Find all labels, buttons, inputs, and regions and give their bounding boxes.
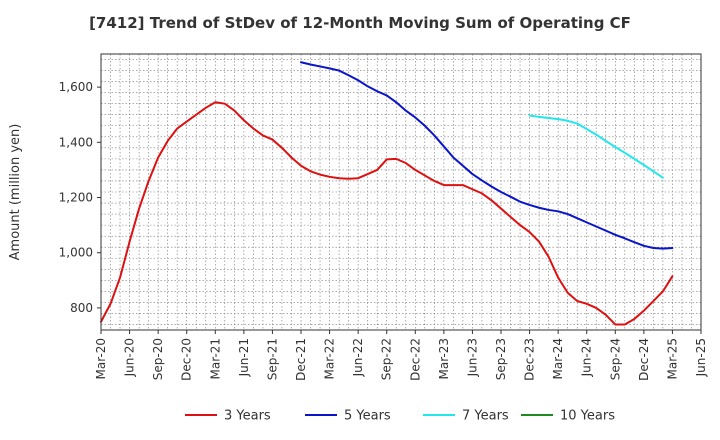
legend-label-3-years: 3 Years [224, 409, 271, 424]
x-tick-label: Sep-22 [380, 338, 394, 380]
series-line-7-years [528, 114, 664, 179]
series-layer [100, 61, 674, 326]
x-tick-label: Jun-21 [237, 338, 251, 377]
grid-layer [101, 54, 701, 330]
x-tick-label: Mar-23 [437, 338, 451, 379]
x-tick-label: Jun-22 [351, 338, 365, 377]
y-axis-title: Amount (million yen) [8, 124, 23, 261]
plot-frame [100, 53, 702, 331]
x-axis-ticks: Mar-20 Jun-20 Sep-20 Dec-20 Mar-21 Jun-21 Sep-… [94, 330, 708, 381]
x-tick-label: Jun-25 [694, 338, 708, 377]
y-tick-label: 1,200 [59, 191, 93, 205]
legend-label-5-years: 5 Years [344, 409, 391, 424]
y-tick-label: 1,000 [59, 246, 93, 260]
series-line-3-years [100, 101, 674, 326]
y-tick-label: 1,600 [59, 80, 93, 94]
legend-label-10-years: 10 Years [560, 409, 615, 424]
x-tick-label: Dec-20 [180, 338, 194, 381]
x-tick-label: Mar-21 [208, 338, 222, 379]
x-tick-label: Dec-23 [523, 338, 537, 381]
y-tick-label: 1,400 [59, 135, 93, 149]
x-tick-label: Jun-23 [465, 338, 479, 377]
x-tick-label: Dec-21 [294, 338, 308, 381]
y-tick-label: 800 [70, 301, 93, 315]
x-tick-label: Dec-24 [637, 338, 651, 381]
x-tick-label: Mar-24 [551, 338, 565, 379]
x-tick-label: Mar-22 [323, 338, 337, 379]
series-line-5-years [300, 61, 674, 250]
x-tick-label: Sep-21 [265, 338, 279, 380]
x-tick-label: Jun-24 [580, 338, 594, 377]
x-tick-label: Jun-20 [123, 338, 137, 377]
x-tick-label: Sep-24 [608, 338, 622, 380]
x-tick-label: Sep-20 [151, 338, 165, 380]
x-tick-label: Mar-20 [94, 338, 108, 379]
chart-title: [7412] Trend of StDev of 12-Month Moving… [89, 14, 631, 32]
y-axis-ticks: 800 1,000 1,200 1,400 1,600 [59, 80, 101, 315]
x-tick-label: Dec-22 [408, 338, 422, 381]
legend: 3 Years 5 Years 7 Years 10 Years [185, 409, 615, 424]
legend-label-7-years: 7 Years [462, 409, 509, 424]
x-tick-label: Mar-25 [665, 338, 679, 379]
x-tick-label: Sep-23 [494, 338, 508, 380]
